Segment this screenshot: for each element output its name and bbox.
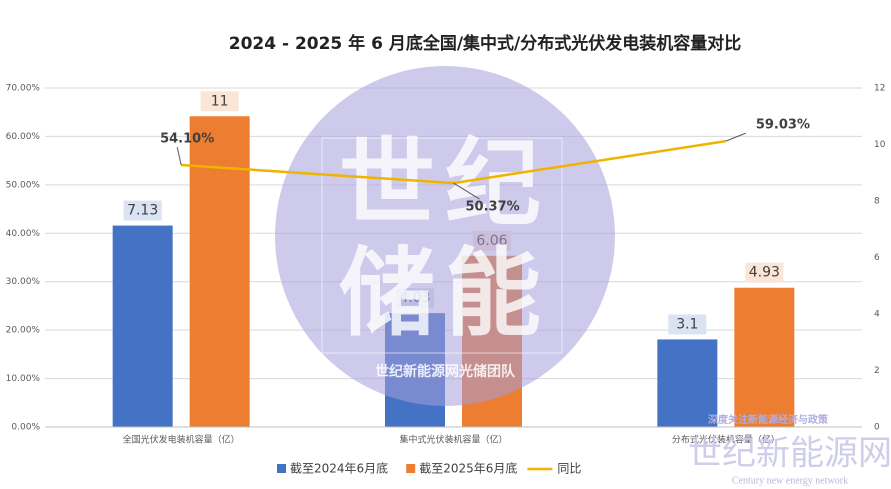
data-label-bg — [745, 262, 784, 283]
y2-tick-label: 2 — [874, 366, 880, 376]
y2-tick-label: 10 — [874, 140, 886, 150]
y2-tick-label: 6 — [874, 253, 880, 263]
data-label-bg — [668, 314, 707, 335]
data-label: 54.10% — [160, 132, 214, 147]
y2-tick-label: 0 — [874, 423, 880, 433]
data-label: 4.93 — [749, 265, 780, 281]
label-leader — [176, 146, 182, 166]
y-tick-label: 40.00% — [6, 229, 41, 239]
y2-tick-label: 8 — [874, 197, 880, 207]
line — [181, 139, 727, 185]
y-tick-label: 60.00% — [6, 132, 41, 142]
label-leader — [453, 182, 480, 200]
watermark-text: 储能 — [339, 237, 551, 349]
label-leader — [725, 132, 747, 142]
data-label: 3.1 — [676, 316, 698, 332]
watermark-circle — [275, 66, 615, 406]
legend-label: 同比 — [557, 462, 581, 476]
x-tick-label: 集中式光伏装机容量（亿） — [399, 434, 507, 446]
legend-swatch — [406, 464, 416, 473]
chart-title: 2024 - 2025 年 6 月底全国/集中式/分布式光伏发电装机容量对比 — [229, 33, 742, 54]
bar — [112, 225, 173, 427]
y-tick-label: 70.00% — [6, 84, 41, 94]
data-label: 50.37% — [466, 200, 520, 215]
watermark-brand-en: Century new energy network — [732, 475, 848, 486]
data-label: 59.03% — [756, 118, 810, 133]
data-label: 7.13 — [127, 203, 158, 219]
y-tick-label: 0.00% — [11, 423, 40, 433]
y-tick-label: 30.00% — [6, 277, 41, 287]
bar — [189, 116, 250, 427]
bar — [657, 339, 718, 427]
y-tick-label: 10.00% — [6, 374, 41, 384]
x-tick-label: 分布式光伏装机容量（亿） — [672, 434, 780, 446]
watermark-tagline: 深度关注新能源经济与政策 — [708, 413, 829, 426]
legend-swatch — [277, 464, 286, 473]
y-tick-label: 50.00% — [6, 180, 41, 190]
watermark-team: 世纪新能源网光储团队 — [375, 363, 516, 380]
bar — [734, 287, 795, 427]
y2-tick-label: 4 — [874, 310, 880, 320]
data-label: 11 — [211, 93, 229, 109]
y2-tick-label: 12 — [874, 84, 885, 94]
data-label-bg — [123, 200, 162, 221]
data-label-bg — [200, 91, 239, 112]
watermark-brand: 世纪新能源网 — [688, 434, 891, 474]
legend-label: 截至2024年6月底 — [290, 461, 388, 476]
watermark-box — [321, 137, 563, 354]
y-tick-label: 20.00% — [6, 326, 41, 336]
legend-label: 截至2025年6月底 — [419, 461, 517, 476]
x-tick-label: 全国光伏发电装机容量（亿） — [123, 434, 240, 446]
